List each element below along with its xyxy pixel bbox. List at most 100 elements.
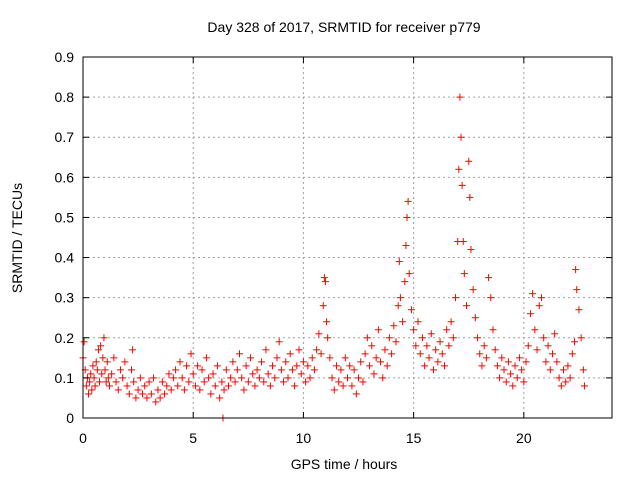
- data-point: [403, 213, 411, 221]
- data-point: [520, 378, 528, 386]
- data-point: [542, 358, 550, 366]
- data-point: [557, 382, 565, 390]
- y-tick-label: 0.2: [55, 330, 75, 346]
- data-point: [218, 378, 226, 386]
- data-point: [489, 326, 497, 334]
- data-point: [114, 386, 122, 394]
- data-point: [518, 366, 526, 374]
- data-point: [308, 354, 316, 362]
- data-point: [251, 382, 259, 390]
- data-point: [82, 382, 90, 390]
- data-point: [432, 346, 440, 354]
- data-point: [104, 374, 112, 382]
- data-point: [335, 378, 343, 386]
- data-point: [202, 354, 210, 362]
- data-point: [297, 370, 305, 378]
- data-point: [293, 362, 301, 370]
- data-point: [93, 366, 101, 374]
- data-point: [580, 382, 588, 390]
- data-point: [220, 386, 228, 394]
- points-layer: [79, 93, 588, 422]
- data-point: [229, 358, 237, 366]
- data-point: [429, 366, 437, 374]
- grid-layer: [83, 57, 612, 418]
- data-point: [485, 274, 493, 282]
- y-tick-label: 0.1: [55, 370, 75, 386]
- data-point: [390, 322, 398, 330]
- data-point: [443, 326, 451, 334]
- data-point: [457, 133, 465, 141]
- data-point: [97, 342, 105, 350]
- data-point: [385, 334, 393, 342]
- data-point: [436, 338, 444, 346]
- data-point: [313, 346, 321, 354]
- data-point: [438, 350, 446, 358]
- data-point: [458, 181, 466, 189]
- data-point: [172, 366, 180, 374]
- data-point: [381, 346, 389, 354]
- data-point: [119, 374, 127, 382]
- data-point: [147, 390, 155, 398]
- data-point: [332, 362, 340, 370]
- data-point: [372, 354, 380, 362]
- data-point: [474, 334, 482, 342]
- data-point: [286, 350, 294, 358]
- data-point: [317, 350, 325, 358]
- data-point: [533, 346, 541, 354]
- y-tick-label: 0.7: [55, 129, 75, 145]
- data-point: [108, 370, 116, 378]
- x-tick-label: 15: [406, 430, 422, 446]
- data-point: [216, 394, 224, 402]
- data-point: [152, 398, 160, 406]
- x-tick-label: 5: [189, 430, 197, 446]
- data-point: [515, 354, 523, 362]
- data-point: [310, 366, 318, 374]
- data-point: [511, 362, 519, 370]
- data-point: [500, 366, 508, 374]
- data-point: [418, 334, 426, 342]
- data-point: [242, 362, 250, 370]
- data-point: [189, 370, 197, 378]
- data-point: [455, 165, 463, 173]
- data-point: [194, 362, 202, 370]
- data-point: [568, 350, 576, 358]
- data-point: [394, 302, 402, 310]
- data-point: [176, 358, 184, 366]
- data-point: [198, 366, 206, 374]
- data-point: [103, 358, 111, 366]
- data-point: [271, 374, 279, 382]
- data-point: [247, 354, 255, 362]
- data-point: [493, 362, 501, 370]
- data-point: [548, 350, 556, 358]
- x-axis-label: GPS time / hours: [291, 456, 398, 472]
- data-point: [564, 362, 572, 370]
- data-point: [90, 374, 98, 382]
- data-point: [363, 334, 371, 342]
- data-point: [209, 370, 217, 378]
- data-point: [105, 382, 113, 390]
- data-point: [553, 358, 561, 366]
- data-point: [235, 350, 243, 358]
- data-point: [222, 366, 230, 374]
- data-point: [526, 310, 534, 318]
- data-point: [207, 390, 215, 398]
- data-point: [471, 314, 479, 322]
- data-point: [110, 354, 118, 362]
- data-point: [96, 378, 104, 386]
- data-point: [476, 350, 484, 358]
- data-point: [350, 366, 358, 374]
- data-point: [551, 330, 559, 338]
- data-point: [130, 378, 138, 386]
- data-point: [560, 366, 568, 374]
- data-point: [253, 366, 261, 374]
- data-point: [491, 346, 499, 354]
- data-point: [320, 274, 328, 282]
- data-point: [482, 354, 490, 362]
- data-point: [445, 342, 453, 350]
- data-point: [359, 378, 367, 386]
- data-point: [154, 386, 162, 394]
- data-point: [368, 342, 376, 350]
- data-point: [579, 366, 587, 374]
- data-point: [129, 346, 137, 354]
- data-point: [480, 342, 488, 350]
